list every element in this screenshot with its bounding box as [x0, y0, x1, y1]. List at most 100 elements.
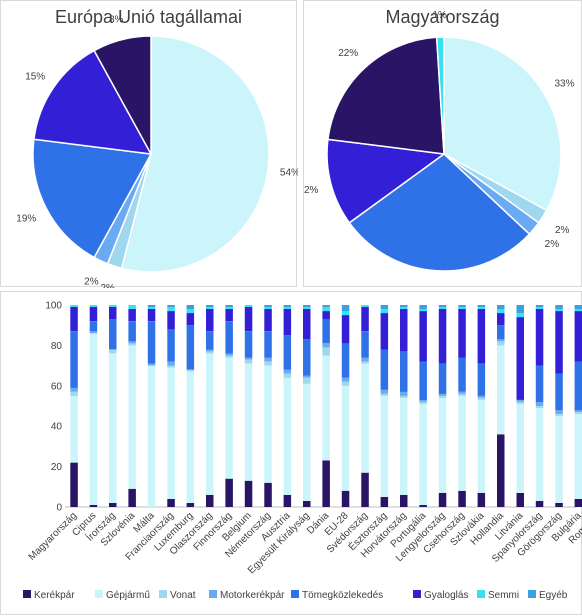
bar-gorogorszag-semmi [555, 309, 563, 311]
bar-nemetorszag-egyeb [264, 305, 272, 307]
bar-franciaorszag-gyaloglas [167, 311, 175, 329]
bar-szlovenia-semmi [128, 305, 136, 309]
bar-lengyelorszag-semmi [439, 307, 447, 309]
y-tick-label: 0 [56, 503, 62, 514]
legend-label-gepjarmu: Gépjármű [106, 590, 150, 601]
bar-szlovenia-kerekpar [128, 489, 136, 507]
y-tick-label: 60 [51, 381, 63, 392]
bar-litvania-vonat [517, 402, 525, 404]
bar-olaszorszag-semmi [206, 307, 214, 309]
legend-swatch-gepjarmu [95, 590, 103, 598]
bar-dania-motorkerekpar [322, 343, 330, 347]
bar-szlovakia-egyeb [478, 305, 486, 307]
bar-hollandia-vonat [497, 341, 505, 345]
bar-eu-28-gepjarmu [342, 386, 350, 491]
bar-esztorszag-gepjarmu [381, 396, 389, 497]
bar-bulgaria-vonat [575, 412, 582, 414]
eu-pie-label-gepjarmu: 54% [280, 168, 298, 179]
bar-szlovenia-gyaloglas [128, 309, 136, 321]
bar-dania-tomegkozlekedes [322, 319, 330, 343]
bar-ausztria-semmi [284, 307, 292, 309]
bar-ciprus-gyaloglas [90, 307, 98, 321]
bar-portugalia-gepjarmu [419, 404, 427, 505]
bar-magyarorszag-motorkerekpar [70, 388, 78, 392]
bar-franciaorszag-kerekpar [167, 499, 175, 507]
bar-litvania-gepjarmu [517, 404, 525, 493]
hu-pie-label-kerekpar: 22% [338, 48, 358, 59]
legend-label-egyeb: Egyéb [539, 590, 568, 601]
legend-swatch-tomegkozlekedes [291, 590, 299, 598]
bar-litvania-gyaloglas [517, 317, 525, 400]
bar-dania-vonat [322, 347, 330, 355]
bar-malta-motorkerekpar [148, 364, 156, 366]
bar-magyarorszag-semmi [70, 305, 78, 307]
bar-ausztria-motorkerekpar [284, 370, 292, 374]
bar-eu-28-kerekpar [342, 491, 350, 507]
bar-horvatorszag-egyeb [400, 305, 408, 307]
bar-svedorszag-semmi [361, 305, 369, 307]
bar-portugalia-semmi [419, 309, 427, 311]
bar-finnorszag-kerekpar [225, 479, 233, 507]
bar-esztorszag-gyaloglas [381, 313, 389, 349]
bar-esztorszag-tomegkozlekedes [381, 349, 389, 389]
bar-luxemburg-egyeb [187, 305, 195, 309]
bar-irorszag-kerekpar [109, 503, 117, 507]
bar-ausztria-tomegkozlekedes [284, 335, 292, 369]
bar-hollandia-tomegkozlekedes [497, 325, 505, 339]
bar-szlovenia-vonat [128, 343, 136, 345]
bar-spanyolorszag-egyeb [536, 305, 544, 307]
bar-nemetorszag-tomegkozlekedes [264, 331, 272, 357]
bar-portugalia-egyeb [419, 305, 427, 309]
bar-belgium-vonat [245, 360, 253, 364]
bar-belgium-gyaloglas [245, 307, 253, 331]
bar-ciprus-motorkerekpar [90, 331, 98, 333]
bar-szlovenia-gepjarmu [128, 345, 136, 488]
bar-esztorszag-semmi [381, 309, 389, 313]
bar-gorogorszag-vonat [555, 414, 563, 416]
bar-csehorszag-egyeb [458, 305, 466, 307]
bar-ausztria-vonat [284, 374, 292, 378]
bar-spanyolorszag-vonat [536, 406, 544, 408]
hu-pie-label-gepjarmu: 33% [554, 79, 574, 90]
bar-egyesult-kiralysag-motorkerekpar [303, 376, 311, 378]
bar-litvania-motorkerekpar [517, 400, 525, 402]
bar-hollandia-egyeb [497, 305, 505, 309]
bar-franciaorszag-tomegkozlekedes [167, 329, 175, 361]
bar-szlovakia-tomegkozlekedes [478, 364, 486, 396]
bar-eu-28-gyaloglas [342, 315, 350, 343]
bar-luxemburg-vonat [187, 370, 195, 372]
bar-olaszorszag-motorkerekpar [206, 349, 214, 351]
bar-eu-28-vonat [342, 382, 350, 386]
eu-pie-label-vonat: 2% [100, 283, 115, 288]
bar-franciaorszag-egyeb [167, 305, 175, 307]
bar-svedorszag-vonat [361, 362, 369, 364]
bar-nemetorszag-semmi [264, 307, 272, 309]
bar-bulgaria-gyaloglas [575, 311, 582, 362]
bar-hollandia-kerekpar [497, 434, 505, 507]
bar-horvatorszag-semmi [400, 307, 408, 309]
bar-portugalia-motorkerekpar [419, 400, 427, 402]
bar-olaszorszag-tomegkozlekedes [206, 331, 214, 349]
bar-belgium-kerekpar [245, 481, 253, 507]
bar-magyarorszag-gyaloglas [70, 307, 78, 331]
bar-hollandia-semmi [497, 309, 505, 313]
bar-portugalia-kerekpar [419, 505, 427, 507]
bar-franciaorszag-semmi [167, 307, 175, 311]
legend-swatch-gyaloglas [413, 590, 421, 598]
bar-szlovakia-motorkerekpar [478, 396, 486, 398]
eu-pie-label-gyaloglas: 15% [25, 71, 45, 82]
bar-dania-semmi [322, 307, 330, 311]
bar-litvania-semmi [517, 313, 525, 317]
bar-egyesult-kiralysag-gepjarmu [303, 384, 311, 501]
bar-esztorszag-egyeb [381, 305, 389, 309]
bar-horvatorszag-vonat [400, 396, 408, 398]
bar-ciprus-semmi [90, 305, 98, 307]
bar-luxemburg-kerekpar [187, 503, 195, 507]
bar-spanyolorszag-motorkerekpar [536, 402, 544, 406]
bar-luxemburg-semmi [187, 309, 195, 313]
bar-belgium-semmi [245, 305, 253, 307]
bar-egyesult-kiralysag-kerekpar [303, 501, 311, 507]
bar-horvatorszag-gyaloglas [400, 309, 408, 351]
bar-spanyolorszag-gepjarmu [536, 408, 544, 501]
